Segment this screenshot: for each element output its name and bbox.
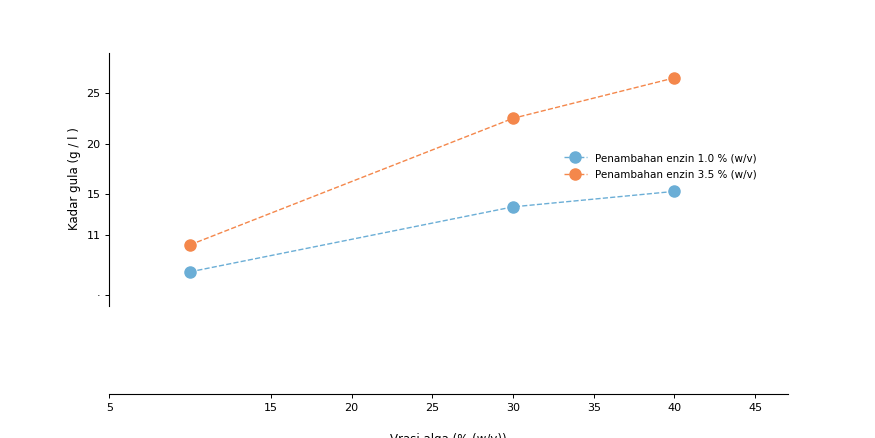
Penambahan enzin 1.0 % (w/v) xyxy=(669,189,680,194)
Penambahan enzin 3.5 % (w/v) xyxy=(669,75,680,81)
Line: Penambahan enzin 1.0 % (w/v): Penambahan enzin 1.0 % (w/v) xyxy=(185,186,680,277)
Y-axis label: Kadar gula (g / l ): Kadar gula (g / l ) xyxy=(67,127,80,230)
Penambahan enzin 1.0 % (w/v) xyxy=(185,269,195,275)
X-axis label: Vrasi alga (% (w/v)): Vrasi alga (% (w/v)) xyxy=(390,433,507,438)
Legend: Penambahan enzin 1.0 % (w/v), Penambahan enzin 3.5 % (w/v): Penambahan enzin 1.0 % (w/v), Penambahan… xyxy=(558,148,762,185)
Penambahan enzin 3.5 % (w/v) xyxy=(507,116,518,121)
Penambahan enzin 3.5 % (w/v) xyxy=(185,242,195,247)
Line: Penambahan enzin 3.5 % (w/v): Penambahan enzin 3.5 % (w/v) xyxy=(185,72,680,251)
Penambahan enzin 1.0 % (w/v) xyxy=(507,204,518,209)
